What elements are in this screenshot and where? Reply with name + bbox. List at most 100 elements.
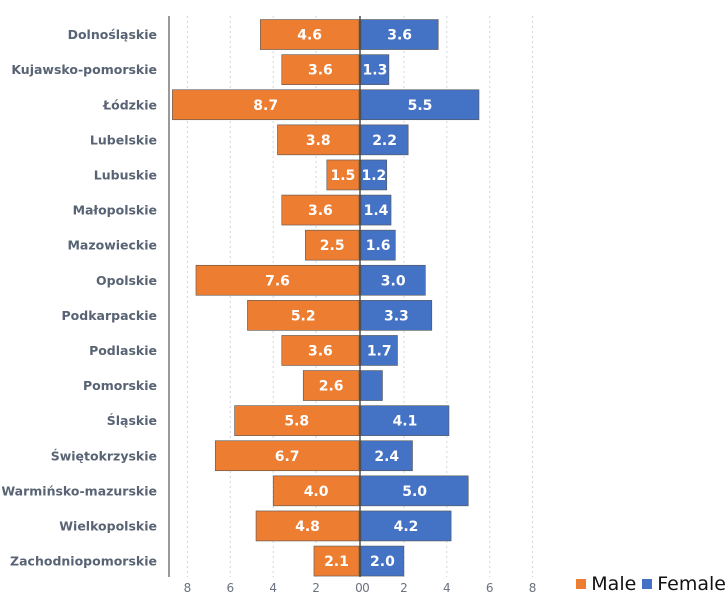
category-label: Wielkopolskie <box>59 518 157 533</box>
female-bar <box>360 19 439 50</box>
x-tick-label: 8 <box>184 581 192 595</box>
male-value-label: 4.8 <box>295 519 320 535</box>
axes <box>168 16 361 577</box>
x-tick-label: 0 <box>362 581 370 595</box>
category-label: Lubelskie <box>90 132 157 147</box>
female-value-label: 5.5 <box>408 98 433 114</box>
gridlines <box>186 16 534 577</box>
category-label: Mazowieckie <box>67 238 157 253</box>
female-bar <box>360 264 426 296</box>
male-bar <box>281 194 360 226</box>
male-value-label: 2.1 <box>324 554 349 570</box>
female-value-label: 1.7 <box>367 343 392 359</box>
x-tick-label: 4 <box>443 581 451 595</box>
x-tick-label: 8 <box>529 581 537 595</box>
female-bar <box>360 335 398 366</box>
female-value-label: 2.2 <box>372 133 397 149</box>
male-value-label: 5.8 <box>284 414 309 430</box>
male-bars <box>172 19 360 577</box>
male-bar <box>326 159 360 191</box>
male-bar <box>277 124 360 156</box>
category-label: Łódzkie <box>102 97 157 112</box>
category-label: Świętokrzyskie <box>51 448 157 463</box>
male-bar <box>247 300 360 331</box>
male-value-label: 4.0 <box>304 484 329 500</box>
female-value-label: 4.1 <box>393 414 418 430</box>
category-label: Dolnośląskie <box>68 27 157 42</box>
male-value-label: 4.6 <box>297 28 322 44</box>
legend: Male Female <box>576 573 726 595</box>
male-value-label: 3.8 <box>306 133 331 149</box>
legend-item-male: Male <box>576 573 636 595</box>
category-label: Opolskie <box>96 273 157 288</box>
male-bar <box>214 440 360 472</box>
female-bars <box>360 19 480 577</box>
female-bar <box>360 89 480 121</box>
category-label: Podlaskie <box>89 343 157 358</box>
female-value-label: 3.3 <box>384 308 409 324</box>
female-value-label: 1.2 <box>361 168 386 184</box>
male-value-label: 8.7 <box>253 98 278 114</box>
x-tick-label: 6 <box>486 581 494 595</box>
female-bar <box>360 440 413 472</box>
male-value-label: 3.6 <box>308 203 333 219</box>
female-swatch <box>642 579 653 589</box>
male-value-label: 2.5 <box>320 238 345 254</box>
male-bar <box>172 89 360 121</box>
female-bar <box>360 405 450 436</box>
x-tick-label: 6 <box>226 581 234 595</box>
x-tick-label: 0 <box>355 581 363 595</box>
x-tick-label: 4 <box>269 581 277 595</box>
male-bar <box>272 475 360 507</box>
legend-item-female: Female <box>642 573 726 595</box>
female-bar <box>360 229 396 261</box>
female-value-label: 1.6 <box>366 238 391 254</box>
category-label: Śląskie <box>107 413 157 428</box>
female-bar <box>360 54 390 85</box>
category-label: Pomorskie <box>83 378 157 393</box>
category-label: Lubuskie <box>94 167 157 182</box>
male-bar <box>260 19 360 50</box>
value-labels: 4.6 3.6 3.6 1.3 8.7 5.5 3.8 2.2 1.5 1.2 3.6 1.4 2.5 1… <box>253 28 433 570</box>
female-bar <box>360 545 405 577</box>
male-bar <box>255 510 360 542</box>
category-label: Zachodniopomorskie <box>10 554 157 569</box>
male-value-label: 3.6 <box>308 343 333 359</box>
male-bar <box>281 54 360 85</box>
female-bar <box>360 300 433 331</box>
male-swatch <box>576 579 587 589</box>
female-value-label: 3.0 <box>381 273 406 289</box>
female-value-label: 5.0 <box>402 484 427 500</box>
female-bar <box>360 194 392 226</box>
female-bar <box>360 510 452 542</box>
male-value-label: 7.6 <box>265 273 290 289</box>
category-labels: Dolnośląskie Kujawsko-pomorskie Łódzkie Lub… <box>1 27 157 569</box>
category-label: Kujawsko-pomorskie <box>11 62 157 77</box>
female-value-label: 1.4 <box>364 203 389 219</box>
male-bar <box>305 229 360 261</box>
legend-female-label: Female <box>657 573 726 595</box>
male-bar <box>234 405 360 436</box>
x-tick-label: 2 <box>312 581 320 595</box>
female-value-label: 2.0 <box>370 554 395 570</box>
category-label: Warmińsko-mazurskie <box>1 483 157 498</box>
female-bar <box>360 159 388 191</box>
female-value-label: 4.2 <box>394 519 419 535</box>
female-bar <box>360 370 383 401</box>
male-value-label: 3.6 <box>308 63 333 79</box>
x-tick-label: 2 <box>400 581 408 595</box>
female-bar <box>360 124 409 156</box>
male-value-label: 5.2 <box>291 308 316 324</box>
female-bar <box>360 475 469 507</box>
male-bar <box>195 264 360 296</box>
female-value-label: 1.3 <box>363 63 388 79</box>
female-value-label: 3.6 <box>387 28 412 44</box>
male-bar <box>302 370 360 401</box>
male-value-label: 2.6 <box>319 379 344 395</box>
female-value-label: 2.4 <box>374 449 399 465</box>
category-label: Podkarpackie <box>62 308 157 323</box>
male-value-label: 1.5 <box>331 168 356 184</box>
male-value-label: 6.7 <box>275 449 300 465</box>
